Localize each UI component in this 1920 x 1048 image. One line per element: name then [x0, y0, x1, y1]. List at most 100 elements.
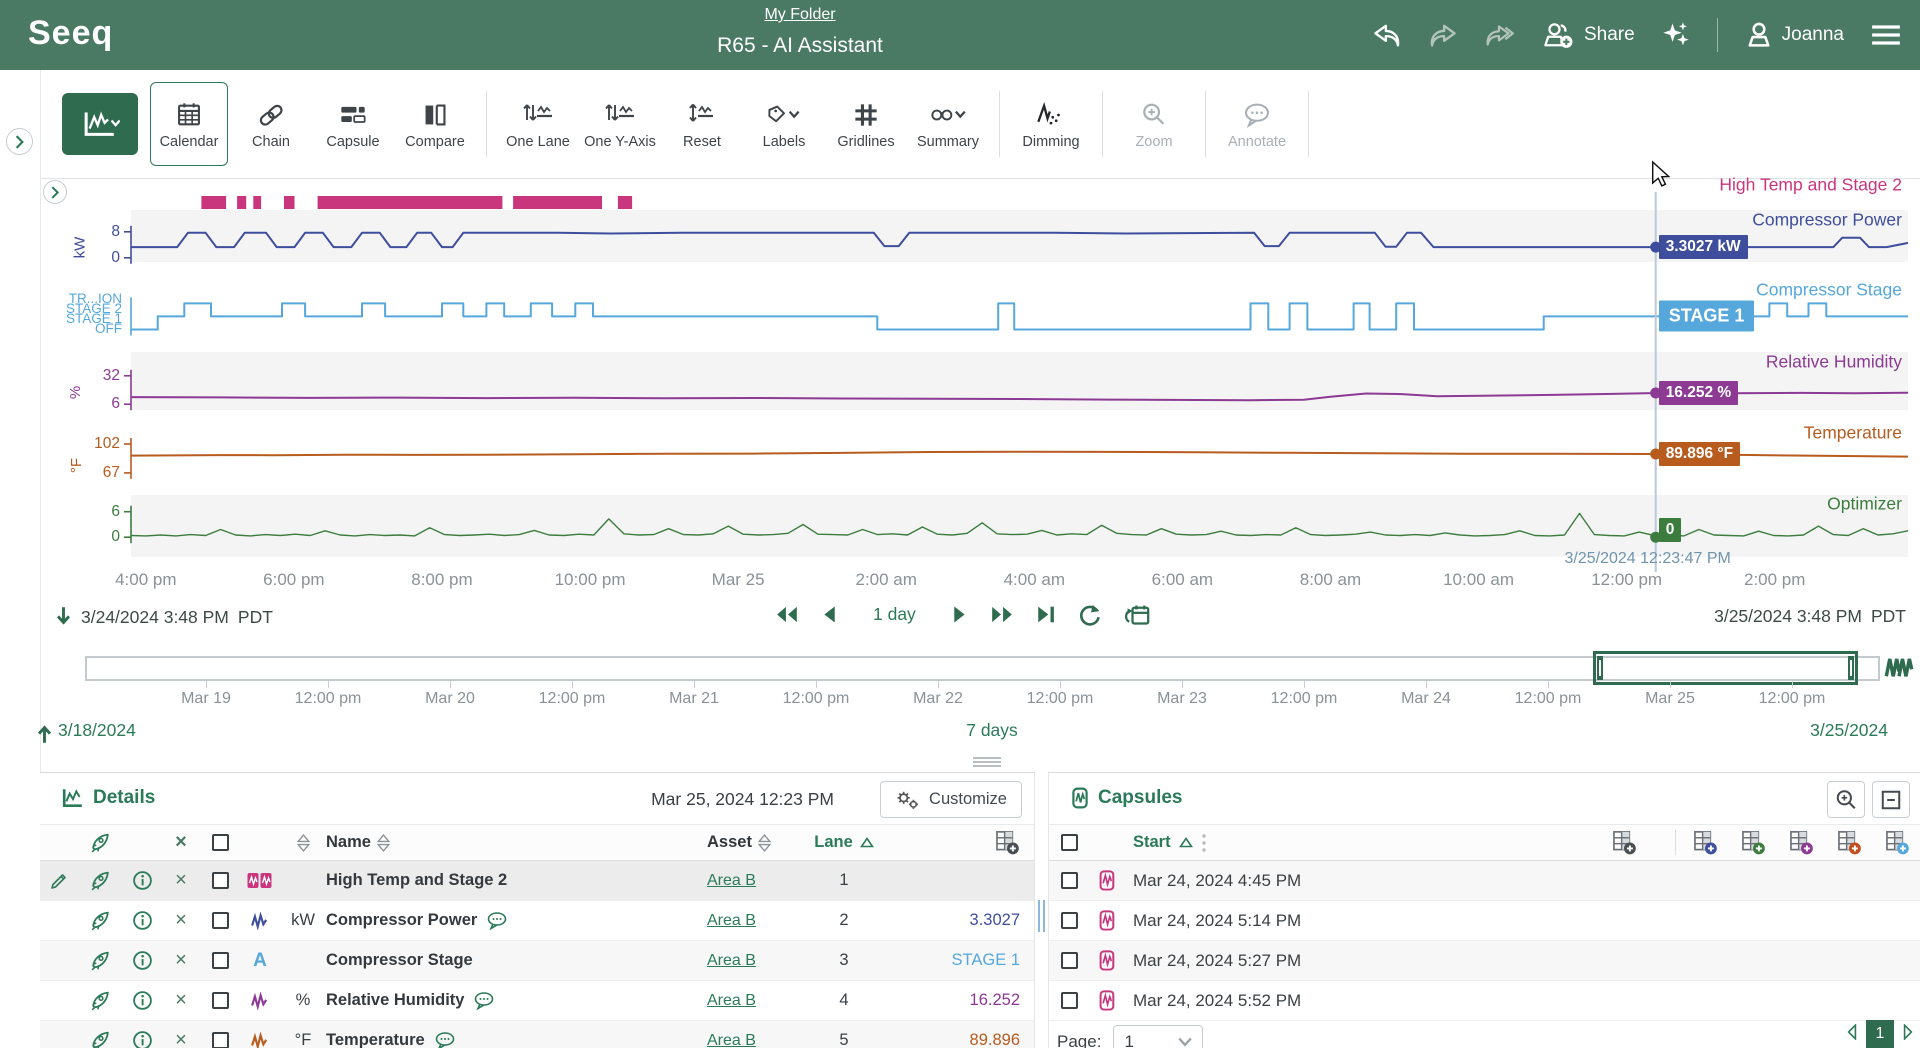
- row-info[interactable]: [122, 870, 162, 891]
- capsule-bar[interactable]: [253, 196, 262, 209]
- row-name[interactable]: Compressor Power: [326, 911, 669, 930]
- capsule-row-2[interactable]: Mar 24, 2024 5:14 PM: [1049, 901, 1920, 941]
- row-name[interactable]: Temperature: [326, 1031, 669, 1048]
- details-add-column-button[interactable]: [899, 830, 1034, 855]
- step-back-button[interactable]: [821, 604, 837, 625]
- undo-button[interactable]: [1372, 22, 1402, 48]
- range-end[interactable]: 3/25/2024 3:48 PM: [1714, 606, 1862, 626]
- signal-label-temperature[interactable]: Temperature: [1803, 422, 1902, 443]
- y-axis-label[interactable]: 102: [94, 435, 120, 452]
- page-select[interactable]: 1: [1113, 1025, 1204, 1048]
- customize-button[interactable]: Customize: [880, 781, 1022, 818]
- signal-label-relative-humidity[interactable]: Relative Humidity: [1765, 351, 1902, 372]
- details-column-asset[interactable]: Asset: [669, 833, 789, 852]
- capsule-row-4[interactable]: Mar 24, 2024 5:52 PM: [1049, 981, 1920, 1021]
- series-optimizer[interactable]: [130, 512, 1909, 537]
- row-checkbox[interactable]: [1060, 992, 1078, 1009]
- series-compressor-stage[interactable]: [131, 302, 1908, 331]
- timeline-signal-button[interactable]: [1884, 653, 1914, 686]
- capsules-column-start[interactable]: Start: [1125, 833, 1560, 853]
- details-row-4[interactable]: ×% Relative Humidity Area B 4 16.252: [40, 981, 1034, 1021]
- toolbar-trend-mode[interactable]: [62, 93, 138, 155]
- series-compressor-power[interactable]: [131, 231, 1909, 249]
- capsules-add-column-4[interactable]: [1836, 830, 1862, 855]
- toolbar-labels[interactable]: Labels: [745, 82, 823, 166]
- capsule-row-3[interactable]: Mar 24, 2024 5:27 PM: [1049, 941, 1920, 981]
- toolbar-compare[interactable]: Compare: [396, 82, 474, 166]
- series-relative-humidity[interactable]: [130, 391, 1909, 402]
- capsule-bar[interactable]: [284, 196, 295, 209]
- row-send-to[interactable]: [78, 950, 122, 971]
- row-checkbox[interactable]: [1060, 834, 1078, 851]
- row-send-to[interactable]: [78, 1030, 122, 1048]
- remove-icon[interactable]: ×: [175, 949, 187, 971]
- horizontal-splitter[interactable]: [973, 757, 1001, 767]
- row-checkbox[interactable]: [211, 1032, 229, 1048]
- capsule-bar[interactable]: [317, 196, 503, 209]
- timeline-duration[interactable]: 7 days: [966, 720, 1018, 740]
- row-edit[interactable]: [40, 871, 78, 891]
- signal-label-compressor-power[interactable]: Compressor Power: [1752, 209, 1902, 230]
- breadcrumb-my-folder[interactable]: My Folder: [764, 6, 836, 23]
- row-checkbox[interactable]: [1060, 872, 1078, 889]
- row-info[interactable]: [122, 910, 162, 931]
- toolbar-calendar[interactable]: Calendar: [150, 82, 228, 166]
- capsules-add-column-1[interactable]: [1675, 830, 1718, 855]
- step-back-much-button[interactable]: [775, 604, 799, 625]
- row-checkbox[interactable]: [1060, 952, 1078, 969]
- y-axis-label[interactable]: 67: [102, 463, 120, 481]
- capsule-bar[interactable]: [201, 196, 227, 209]
- timeline-start-date[interactable]: 3/18/2024: [58, 720, 136, 740]
- row-checkbox[interactable]: [1060, 912, 1078, 929]
- header-send-all[interactable]: [78, 832, 122, 853]
- row-asset-link[interactable]: Area B: [707, 871, 756, 889]
- y-axis-label[interactable]: 0: [111, 248, 120, 266]
- y-axis-label[interactable]: 32: [102, 366, 120, 384]
- remove-icon[interactable]: ×: [175, 869, 187, 891]
- details-row-5[interactable]: × °F Temperature Area B 5 89.896: [40, 1021, 1034, 1048]
- capsule-bar[interactable]: [513, 196, 602, 209]
- step-forward-much-button[interactable]: [990, 604, 1014, 625]
- remove-icon[interactable]: ×: [175, 909, 187, 931]
- capsules-add-column-2[interactable]: [1740, 830, 1766, 855]
- toolbar-chain[interactable]: Chain: [232, 82, 310, 166]
- range-duration[interactable]: 1 day: [873, 604, 916, 624]
- row-info[interactable]: [122, 950, 162, 971]
- row-send-to[interactable]: [78, 910, 122, 931]
- row-checkbox[interactable]: [211, 992, 229, 1009]
- header-select-all[interactable]: [200, 834, 240, 851]
- page-next-button[interactable]: [1902, 1022, 1914, 1045]
- remove-icon[interactable]: ×: [175, 831, 187, 853]
- toolbar-one-y-axis[interactable]: One Y-Axis: [581, 82, 659, 166]
- redo-button[interactable]: [1428, 22, 1458, 48]
- row-info[interactable]: [122, 990, 162, 1011]
- selection-right-handle[interactable]: [1848, 656, 1854, 680]
- toolbar-one-lane[interactable]: One Lane: [499, 82, 577, 166]
- details-row-1[interactable]: × High Temp and Stage 2 Area B 1: [40, 861, 1034, 901]
- timeline-end-date[interactable]: 3/25/2024: [1810, 720, 1888, 740]
- y-axis-label[interactable]: 0: [111, 528, 120, 546]
- toolbar-dimming[interactable]: Dimming: [1012, 82, 1090, 166]
- share-button[interactable]: Share: [1542, 20, 1635, 50]
- row-asset-link[interactable]: Area B: [707, 951, 756, 969]
- hamburger-menu[interactable]: [1870, 22, 1902, 48]
- row-name[interactable]: High Temp and Stage 2: [326, 871, 508, 889]
- toolbar-annotate[interactable]: Annotate: [1218, 82, 1296, 166]
- page-prev-button[interactable]: [1846, 1022, 1858, 1045]
- expand-sidebar-button[interactable]: [6, 128, 33, 155]
- header-remove-all[interactable]: ×: [162, 831, 200, 854]
- details-row-2[interactable]: × kW Compressor Power Area B 2 3.3027: [40, 901, 1034, 941]
- page-current[interactable]: 1: [1866, 1020, 1894, 1048]
- capsule-bar[interactable]: [617, 196, 633, 209]
- forward-button[interactable]: [1484, 22, 1516, 48]
- row-checkbox[interactable]: [211, 952, 229, 969]
- row-asset-link[interactable]: Area B: [707, 1031, 756, 1048]
- seeq-logo[interactable]: Seeq: [28, 14, 114, 52]
- row-send-to[interactable]: [78, 990, 122, 1011]
- details-column-lane[interactable]: Lane: [789, 833, 899, 852]
- capsule-row-1[interactable]: Mar 24, 2024 4:45 PM: [1049, 861, 1920, 901]
- details-column-name[interactable]: Name: [326, 833, 669, 852]
- toolbar-gridlines[interactable]: Gridlines: [827, 82, 905, 166]
- details-sort-pre-name[interactable]: [280, 833, 326, 852]
- row-name[interactable]: Relative Humidity: [326, 991, 669, 1010]
